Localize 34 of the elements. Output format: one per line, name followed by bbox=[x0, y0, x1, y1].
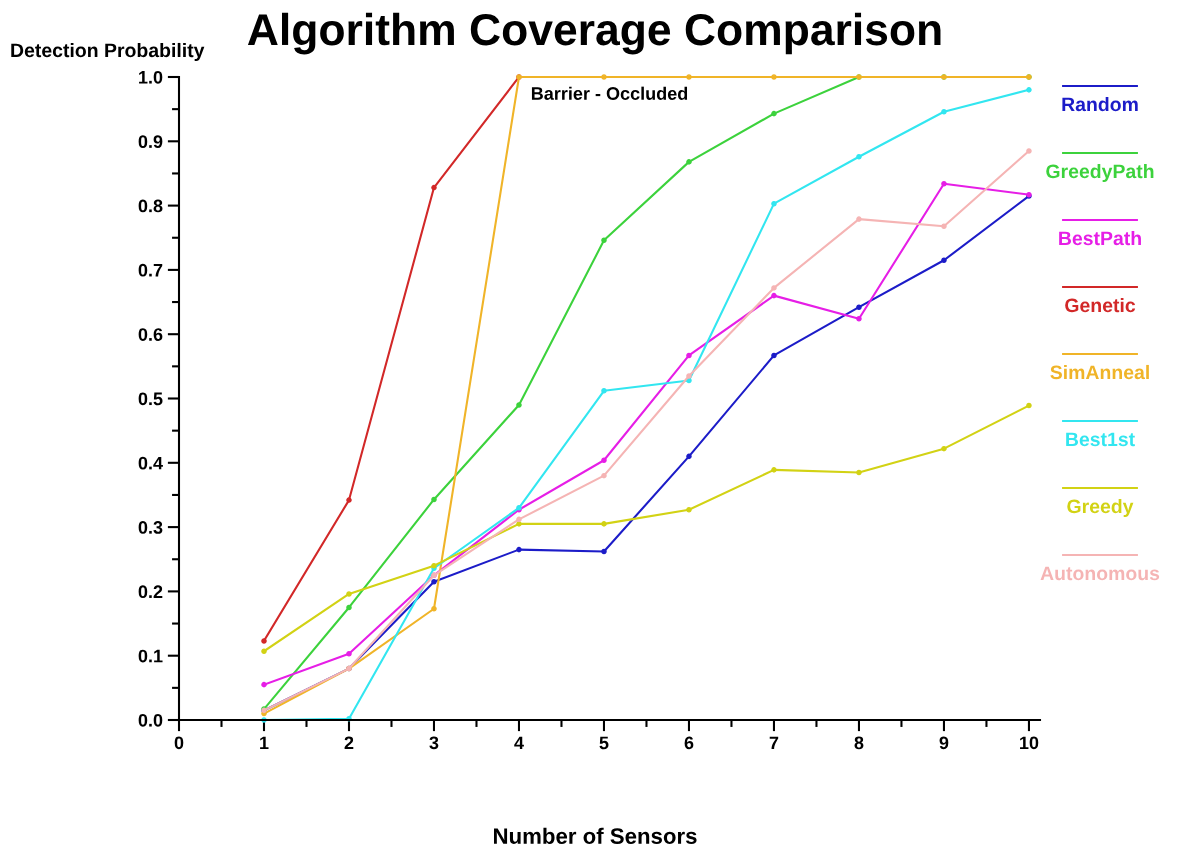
chart-title: Algorithm Coverage Comparison bbox=[247, 12, 941, 55]
legend-label: GreedyPath bbox=[1046, 163, 1154, 183]
y-tick-label: 0.1 bbox=[138, 649, 163, 663]
x-tick-label: 3 bbox=[429, 736, 439, 750]
legend-label: Genetic bbox=[1065, 297, 1136, 313]
legend-label: Random bbox=[1062, 96, 1138, 112]
legend-label: Greedy bbox=[1067, 498, 1134, 518]
x-axis-title: Number of Sensors bbox=[494, 827, 697, 844]
y-tick-label: 0.7 bbox=[138, 263, 163, 277]
chart-subtitle: Barrier - Occluded bbox=[531, 86, 688, 100]
y-tick-label: 0.2 bbox=[138, 585, 163, 599]
y-tick-label: 0.8 bbox=[138, 199, 163, 213]
x-tick-label: 1 bbox=[260, 736, 269, 750]
x-tick-label: 9 bbox=[939, 736, 949, 750]
legend-label: Autonomous bbox=[1040, 566, 1160, 581]
x-tick-label: 2 bbox=[344, 736, 354, 750]
x-tick-label: 6 bbox=[684, 736, 694, 750]
x-tick-label: 5 bbox=[599, 736, 609, 750]
legend-label: SimAnneal bbox=[1050, 364, 1149, 380]
legend-label: BestPath bbox=[1059, 230, 1141, 246]
x-tick-label: 7 bbox=[769, 736, 779, 750]
y-axis-title: Detection Probability bbox=[11, 42, 205, 62]
x-tick-label: 4 bbox=[514, 736, 524, 750]
y-tick-label: 1.0 bbox=[139, 70, 163, 84]
y-tick-label: 0.6 bbox=[138, 328, 163, 341]
y-tick-label: 0.4 bbox=[138, 456, 163, 470]
y-tick-label: 0.9 bbox=[138, 135, 163, 149]
x-tick-label: 0 bbox=[174, 736, 184, 750]
legend-label: Best1st bbox=[1066, 432, 1135, 447]
y-tick-label: 0.5 bbox=[138, 392, 163, 406]
y-tick-label: 0.3 bbox=[138, 521, 163, 534]
x-tick-label: 10 bbox=[1020, 736, 1039, 750]
x-tick-label: 8 bbox=[854, 736, 864, 750]
y-tick-label: 0.0 bbox=[138, 713, 163, 727]
